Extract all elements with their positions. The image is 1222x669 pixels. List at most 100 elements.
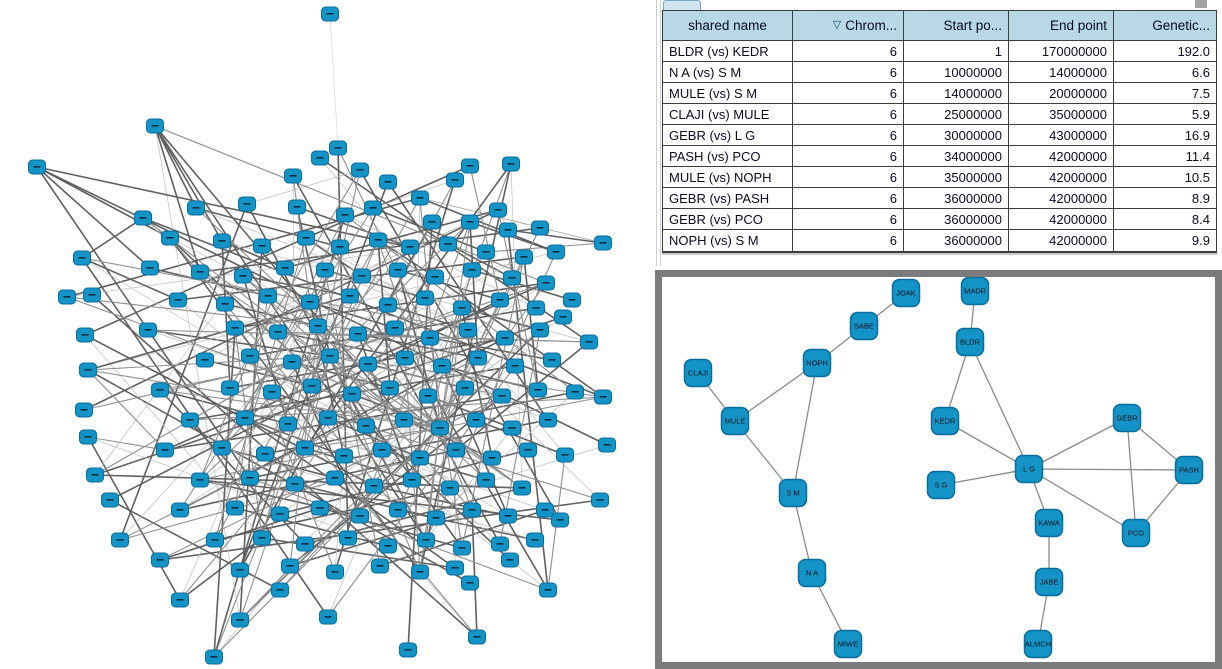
detail-edge-NOPH-SM[interactable] xyxy=(792,362,818,494)
table-row[interactable]: GEBR (vs) PASH 6 36000000 42000000 8.9 xyxy=(663,188,1216,209)
detail-node-SM[interactable]: S M xyxy=(778,478,808,508)
table-cell: 6 xyxy=(793,209,904,230)
detail-node-box[interactable] xyxy=(930,406,960,436)
detail-node-label: MADR xyxy=(964,287,987,296)
network-node-label xyxy=(482,251,490,253)
network-node-label xyxy=(556,519,564,521)
detail-node-label: PASH xyxy=(1179,466,1199,475)
detail-edge-GEBR-PCO[interactable] xyxy=(1126,417,1137,534)
network-node-label xyxy=(196,479,204,481)
network-node-label xyxy=(348,393,356,395)
network-edge xyxy=(154,125,427,541)
column-header-start-po-[interactable]: Start po... xyxy=(904,11,1009,41)
network-node-label xyxy=(210,656,218,658)
table-row[interactable]: GEBR (vs) L G 6 30000000 43000000 16.9 xyxy=(663,125,1216,146)
detail-node-box[interactable] xyxy=(1034,567,1064,597)
detail-node-NOPH[interactable]: NOPH xyxy=(802,348,832,378)
detail-node-box[interactable] xyxy=(849,311,879,341)
table-cell: 6 xyxy=(793,41,904,62)
detail-node-KAWA[interactable]: KAWA xyxy=(1034,508,1064,538)
table-row[interactable]: PASH (vs) PCO 6 34000000 42000000 11.4 xyxy=(663,146,1216,167)
detail-node-LG[interactable]: L G xyxy=(1014,454,1044,484)
network-edge xyxy=(213,427,441,658)
network-edge xyxy=(292,175,296,485)
detail-node-box[interactable] xyxy=(683,358,713,388)
network-edge xyxy=(164,282,547,451)
detail-node-JOAK[interactable]: JOAK xyxy=(891,278,921,308)
network-node-label xyxy=(518,487,526,489)
detail-network-canvas[interactable]: JOAK MADR SABE BLDR NOPH CLAJI MULE KEDR GEBR S G… xyxy=(662,277,1215,662)
detail-edge-LG-GEBR[interactable] xyxy=(1028,417,1128,470)
network-node-label xyxy=(63,296,71,298)
table-row[interactable]: CLAJI (vs) MULE 6 25000000 35000000 5.9 xyxy=(663,104,1216,125)
table-row[interactable]: BLDR (vs) KEDR 6 1 170000000 192.0 xyxy=(663,41,1216,62)
detail-node-MULE[interactable]: MULE xyxy=(720,406,750,436)
column-header-genetic-[interactable]: Genetic... xyxy=(1114,11,1216,41)
table-row[interactable]: MULE (vs) NOPH 6 35000000 42000000 10.5 xyxy=(663,167,1216,188)
detail-node-box[interactable] xyxy=(891,278,921,308)
detail-edge-LG-PASH[interactable] xyxy=(1028,468,1190,471)
detail-node-ALMCH[interactable]: ALMCH xyxy=(1023,629,1053,659)
table-cell: 6.6 xyxy=(1114,62,1216,83)
network-node-label xyxy=(196,271,204,273)
detail-node-box[interactable] xyxy=(1023,629,1053,659)
detail-node-JABE[interactable]: JABE xyxy=(1034,567,1064,597)
network-edge xyxy=(214,237,307,541)
table-cell: MULE (vs) NOPH xyxy=(663,167,793,188)
detail-node-box[interactable] xyxy=(1112,403,1142,433)
detail-node-MIWE[interactable]: MIWE xyxy=(833,629,863,659)
detail-node-PASH[interactable]: PASH xyxy=(1174,455,1204,485)
table-row[interactable]: GEBR (vs) PCO 6 36000000 42000000 8.4 xyxy=(663,209,1216,230)
detail-node-box[interactable] xyxy=(802,348,832,378)
scrollbar-fragment[interactable] xyxy=(1195,0,1207,8)
detail-node-box[interactable] xyxy=(1014,454,1044,484)
network-node-label xyxy=(276,589,284,591)
detail-node-box[interactable] xyxy=(1034,508,1064,538)
network-node-label xyxy=(324,417,332,419)
detail-node-SABE[interactable]: SABE xyxy=(849,311,879,341)
detail-node-box[interactable] xyxy=(955,327,985,357)
detail-node-GEBR[interactable]: GEBR xyxy=(1112,403,1142,433)
detail-node-KEDR[interactable]: KEDR xyxy=(930,406,960,436)
detail-node-SG[interactable]: S G xyxy=(926,470,956,500)
column-header-shared-name[interactable]: shared name xyxy=(663,11,793,41)
detail-node-label: SABE xyxy=(854,322,874,331)
network-node-label xyxy=(603,444,611,446)
network-node-label xyxy=(324,616,332,618)
column-header-end-point[interactable]: End point xyxy=(1009,11,1114,41)
detail-node-box[interactable] xyxy=(720,406,750,436)
detail-node-box[interactable] xyxy=(797,558,827,588)
detail-node-box[interactable] xyxy=(1174,455,1204,485)
detail-node-MADR[interactable]: MADR xyxy=(960,277,990,306)
column-header-label: Start po... xyxy=(943,18,1002,33)
ui-tab-fragment[interactable] xyxy=(663,0,701,10)
detail-node-PCO[interactable]: PCO xyxy=(1121,518,1151,548)
detail-node-box[interactable] xyxy=(1121,518,1151,548)
network-node-label xyxy=(422,539,430,541)
detail-node-BLDR[interactable]: BLDR xyxy=(955,327,985,357)
detail-node-NA[interactable]: N A xyxy=(797,558,827,588)
detail-node-box[interactable] xyxy=(926,470,956,500)
detail-node-CLAJI[interactable]: CLAJI xyxy=(683,358,713,388)
table-row[interactable]: N A (vs) S M 6 10000000 14000000 6.6 xyxy=(663,62,1216,83)
detail-edge-SG-LG[interactable] xyxy=(940,468,1030,486)
table-row[interactable]: MULE (vs) S M 6 14000000 20000000 7.5 xyxy=(663,83,1216,104)
detail-edge-BLDR-LG[interactable] xyxy=(969,341,1030,470)
network-node-label xyxy=(506,559,514,561)
network-node-label xyxy=(404,649,412,651)
network-node-label xyxy=(426,337,434,339)
detail-node-box[interactable] xyxy=(778,478,808,508)
filter-funnel-icon[interactable]: ▽ xyxy=(832,19,842,31)
detail-edge-NOPH-MULE[interactable] xyxy=(734,362,818,422)
detail-node-box[interactable] xyxy=(960,277,990,306)
network-edge xyxy=(304,355,331,449)
overview-network-canvas[interactable] xyxy=(0,0,655,669)
table-cell: 30000000 xyxy=(904,125,1009,146)
network-edge xyxy=(304,427,441,449)
detail-node-box[interactable] xyxy=(833,629,863,659)
table-row[interactable]: NOPH (vs) S M 6 36000000 42000000 9.9 xyxy=(663,230,1216,251)
column-header-chrom-[interactable]: ▽ Chrom... xyxy=(793,11,904,41)
detail-network-panel: JOAK MADR SABE BLDR NOPH CLAJI MULE KEDR GEBR S G… xyxy=(655,270,1222,669)
network-edge xyxy=(377,239,436,278)
detail-edge-LG-PCO[interactable] xyxy=(1028,468,1137,534)
